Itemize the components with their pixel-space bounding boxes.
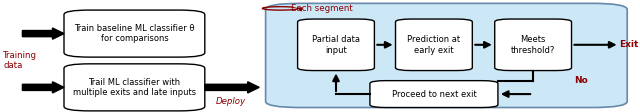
FancyBboxPatch shape xyxy=(298,19,374,71)
FancyBboxPatch shape xyxy=(64,10,205,57)
Text: Trail ML classifier with
multiple exits and late inputs: Trail ML classifier with multiple exits … xyxy=(73,78,196,97)
Text: Deploy: Deploy xyxy=(215,97,246,106)
Text: Meets
threshold?: Meets threshold? xyxy=(511,35,556,55)
Polygon shape xyxy=(205,82,259,93)
Text: Train baseline ML classifier θ
for comparisons: Train baseline ML classifier θ for compa… xyxy=(74,24,195,43)
FancyBboxPatch shape xyxy=(64,64,205,111)
Text: No: No xyxy=(574,76,588,85)
FancyBboxPatch shape xyxy=(495,19,572,71)
Text: Exit: Exit xyxy=(620,40,639,49)
FancyBboxPatch shape xyxy=(396,19,472,71)
Text: Partial data
input: Partial data input xyxy=(312,35,360,55)
FancyBboxPatch shape xyxy=(266,3,627,108)
Text: Training
data: Training data xyxy=(3,51,37,70)
Text: Prediction at
early exit: Prediction at early exit xyxy=(407,35,461,55)
Text: Each segment: Each segment xyxy=(291,4,353,13)
Polygon shape xyxy=(22,82,64,93)
Polygon shape xyxy=(22,28,64,39)
FancyBboxPatch shape xyxy=(370,81,498,108)
Text: Proceed to next exit: Proceed to next exit xyxy=(392,90,476,99)
